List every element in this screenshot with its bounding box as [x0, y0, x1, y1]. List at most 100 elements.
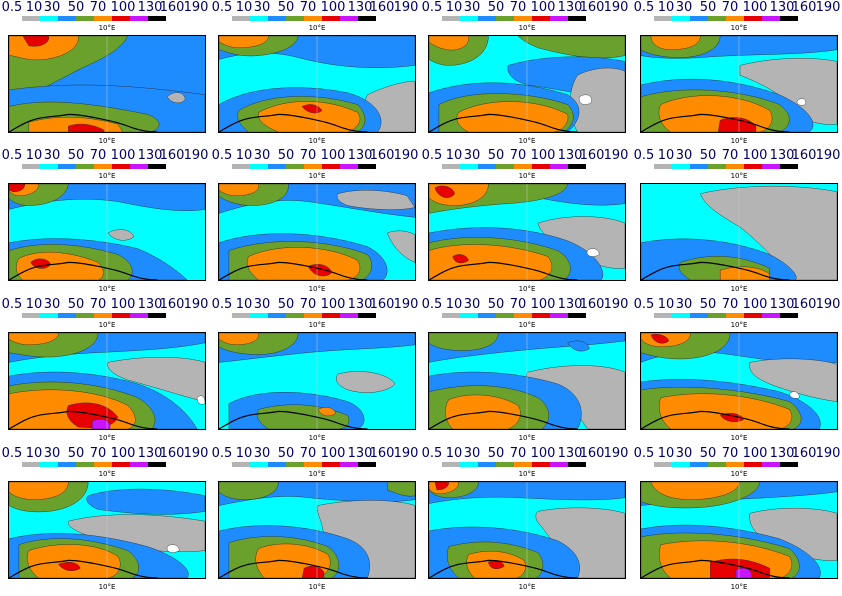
colorbar-tick-label: 190 [603, 0, 629, 15]
contour-region-orange [9, 482, 69, 500]
colorbar-tick-label: 70 [721, 148, 739, 163]
contour-region-red [22, 36, 49, 47]
colorbar-swatch [322, 313, 340, 318]
colorbar-labels: 0.5 10 30 50 70 100 130 160 190 [420, 446, 630, 462]
colorbar-tick-label: 50 [487, 148, 505, 163]
map-panel: 0.5 10 30 50 70 100 130 160 190 10°E 10°E [632, 446, 842, 594]
colorbar-swatch [340, 313, 358, 318]
colorbar-tick-label: 10 [657, 148, 675, 163]
colorbar-tick-label: 30 [463, 446, 481, 461]
colorbar-swatch [478, 313, 496, 318]
colorbar-tick-label: 0.5 [633, 0, 655, 15]
colorbar-labels: 0.5 10 30 50 70 100 130 160 190 [0, 297, 210, 313]
colorbar-tick-label: 10 [235, 297, 253, 312]
longitude-label-bottom: 10°E [518, 137, 536, 145]
colorbar-tick-label: 30 [675, 446, 693, 461]
colorbar-tick-label: 70 [721, 297, 739, 312]
colorbar-tick-label: 0.5 [211, 446, 233, 461]
colorbar-swatch [148, 164, 166, 169]
colorbar-swatch [94, 16, 112, 21]
colorbar-swatch [76, 462, 94, 467]
colorbar-tick-label: 100 [110, 0, 136, 15]
contour-region-red [434, 482, 449, 491]
colorbar-tick-label: 30 [253, 148, 271, 163]
colorbar-swatch [460, 313, 478, 318]
map-panel: 0.5 10 30 50 70 100 130 160 190 10°E 10°E [210, 0, 420, 148]
colorbar-tick-label: 130 [137, 297, 163, 312]
colorbar-swatch [550, 16, 568, 21]
colorbar-swatch [232, 313, 250, 318]
longitude-label-top: 10°E [518, 321, 536, 329]
colorbar-tick-label: 70 [509, 446, 527, 461]
colorbar-tick-label: 70 [509, 148, 527, 163]
contour-region-red [650, 334, 669, 344]
colorbar-tick-label: 0.5 [421, 446, 443, 461]
colorbar-tick-label: 160 [791, 148, 817, 163]
coastline [641, 261, 790, 280]
map-canvas [9, 333, 205, 429]
colorbar-tick-label: 30 [463, 148, 481, 163]
colorbar-tick-label: 160 [369, 297, 395, 312]
colorbar-tick-label: 70 [89, 148, 107, 163]
contour-region-red [719, 413, 745, 422]
colorbar-labels: 0.5 10 30 50 70 100 130 160 190 [420, 148, 630, 164]
map-canvas [9, 184, 205, 280]
colorbar [442, 313, 586, 318]
contour-region-low [749, 358, 837, 402]
contour-region-orange [650, 36, 701, 50]
colorbar-swatch [250, 313, 268, 318]
colorbar-tick-label: 30 [43, 297, 61, 312]
longitude-label-top: 10°E [518, 172, 536, 180]
colorbar-swatch [442, 16, 460, 21]
colorbar-swatch [40, 462, 58, 467]
colorbar-swatch [268, 16, 286, 21]
coastline [641, 410, 790, 429]
longitude-label-bottom: 10°E [308, 285, 326, 293]
colorbar-swatch [358, 16, 376, 21]
colorbar-tick-label: 70 [299, 446, 317, 461]
colorbar-swatch [654, 313, 672, 318]
colorbar-tick-label: 10 [25, 446, 43, 461]
colorbar-swatch [460, 164, 478, 169]
coastline [429, 410, 578, 429]
colorbar-swatch [286, 313, 304, 318]
colorbar-swatch [286, 164, 304, 169]
colorbar-swatch [442, 462, 460, 467]
colorbar-swatch [654, 164, 672, 169]
map-canvas [219, 36, 415, 132]
colorbar-swatch [442, 313, 460, 318]
colorbar-swatch [780, 164, 798, 169]
map-panel: 0.5 10 30 50 70 100 130 160 190 10°E 10°E [632, 0, 842, 148]
colorbar-tick-label: 190 [183, 0, 209, 15]
colorbar [442, 164, 586, 169]
longitude-label-bottom: 10°E [730, 285, 748, 293]
precipitation-map [428, 183, 626, 281]
colorbar-swatch [58, 313, 76, 318]
longitude-label-top: 10°E [308, 321, 326, 329]
colorbar-swatch [40, 313, 58, 318]
colorbar-tick-label: 130 [557, 148, 583, 163]
longitude-label-bottom: 10°E [518, 285, 536, 293]
contour-region-low [336, 190, 415, 210]
colorbar-swatch [130, 16, 148, 21]
contour-region-blue [567, 340, 590, 352]
colorbar-swatch [532, 462, 550, 467]
contour-region-red [718, 117, 757, 132]
colorbar-swatch [460, 462, 478, 467]
coastline [641, 559, 790, 578]
longitude-label-top: 10°E [308, 24, 326, 32]
colorbar-swatch [690, 164, 708, 169]
colorbar-swatch [726, 164, 744, 169]
precipitation-map [8, 183, 206, 281]
coastline [9, 559, 158, 578]
colorbar-tick-label: 50 [67, 297, 85, 312]
colorbar-swatch [232, 462, 250, 467]
colorbar-tick-label: 0.5 [211, 0, 233, 15]
colorbar-tick-label: 130 [557, 446, 583, 461]
colorbar-tick-label: 30 [253, 0, 271, 15]
colorbar-swatch [726, 462, 744, 467]
map-canvas [429, 482, 625, 578]
colorbar-swatch [286, 462, 304, 467]
colorbar-swatch [442, 164, 460, 169]
contour-region-red [301, 565, 325, 578]
